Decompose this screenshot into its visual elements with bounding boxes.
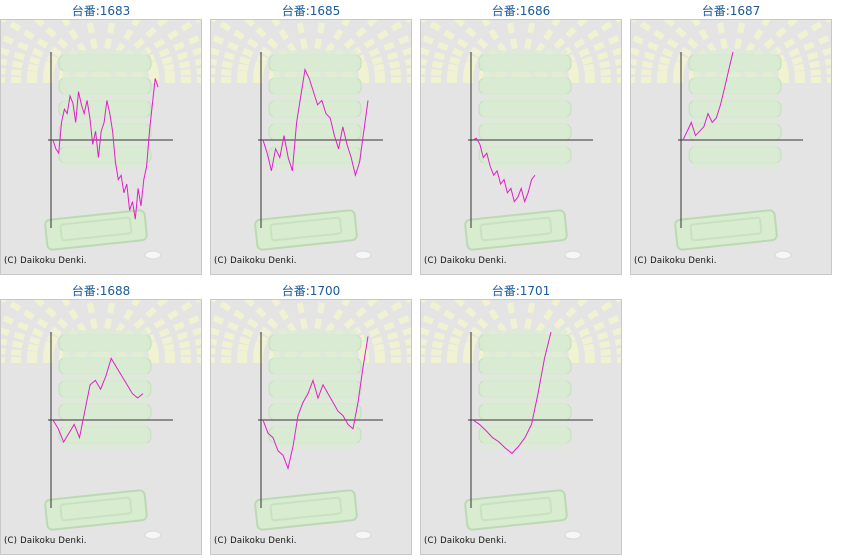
chart-panel: 台番:1701 (C) Daikoku Denki. [420, 280, 622, 558]
chart-frame: (C) Daikoku Denki. [210, 299, 412, 555]
copyright-label: (C) Daikoku Denki. [214, 536, 297, 546]
series-line [262, 336, 369, 471]
chart-panel: 台番:1683 (C) Daikoku Denki. [0, 0, 202, 278]
chart-frame: (C) Daikoku Denki. [210, 19, 412, 275]
chart-panel: 台番:1688 (C) Daikoku Denki. [0, 280, 202, 558]
chart-panel: 台番:1687 (C) Daikoku Denki. [630, 0, 832, 278]
series-line [262, 67, 369, 178]
chart-title: 台番:1701 [491, 284, 551, 298]
chart-title: 台番:1700 [281, 284, 341, 298]
background-artwork [421, 300, 621, 540]
chart-frame: (C) Daikoku Denki. [420, 299, 622, 555]
chart-frame: (C) Daikoku Denki. [0, 299, 202, 555]
chart-frame: (C) Daikoku Denki. [420, 19, 622, 275]
background-artwork [421, 20, 621, 260]
chart-panel: 台番:1685 (C) Daikoku Denki. [210, 0, 412, 278]
chart-frame: (C) Daikoku Denki. [0, 19, 202, 275]
copyright-label: (C) Daikoku Denki. [424, 536, 507, 546]
chart-title: 台番:1687 [701, 4, 761, 18]
copyright-label: (C) Daikoku Denki. [634, 256, 717, 266]
series-line [472, 137, 536, 204]
background-artwork [211, 300, 411, 540]
chart-title: 台番:1683 [71, 4, 131, 18]
background-artwork [1, 300, 201, 540]
series-line [52, 357, 144, 444]
chart-frame: (C) Daikoku Denki. [630, 19, 832, 275]
chart-panel: 台番:1700 (C) Daikoku Denki. [210, 280, 412, 558]
copyright-label: (C) Daikoku Denki. [4, 536, 87, 546]
copyright-label: (C) Daikoku Denki. [424, 256, 507, 266]
series-line [52, 78, 159, 220]
background-artwork [631, 20, 831, 260]
background-artwork [1, 20, 201, 260]
chart-panel: 台番:1686 (C) Daikoku Denki. [420, 0, 622, 278]
copyright-label: (C) Daikoku Denki. [4, 256, 87, 266]
series-line [682, 51, 734, 141]
background-artwork [211, 20, 411, 260]
copyright-label: (C) Daikoku Denki. [214, 256, 297, 266]
chart-title: 台番:1688 [71, 284, 131, 298]
series-line [472, 331, 552, 455]
chart-title: 台番:1686 [491, 4, 551, 18]
chart-title: 台番:1685 [281, 4, 341, 18]
